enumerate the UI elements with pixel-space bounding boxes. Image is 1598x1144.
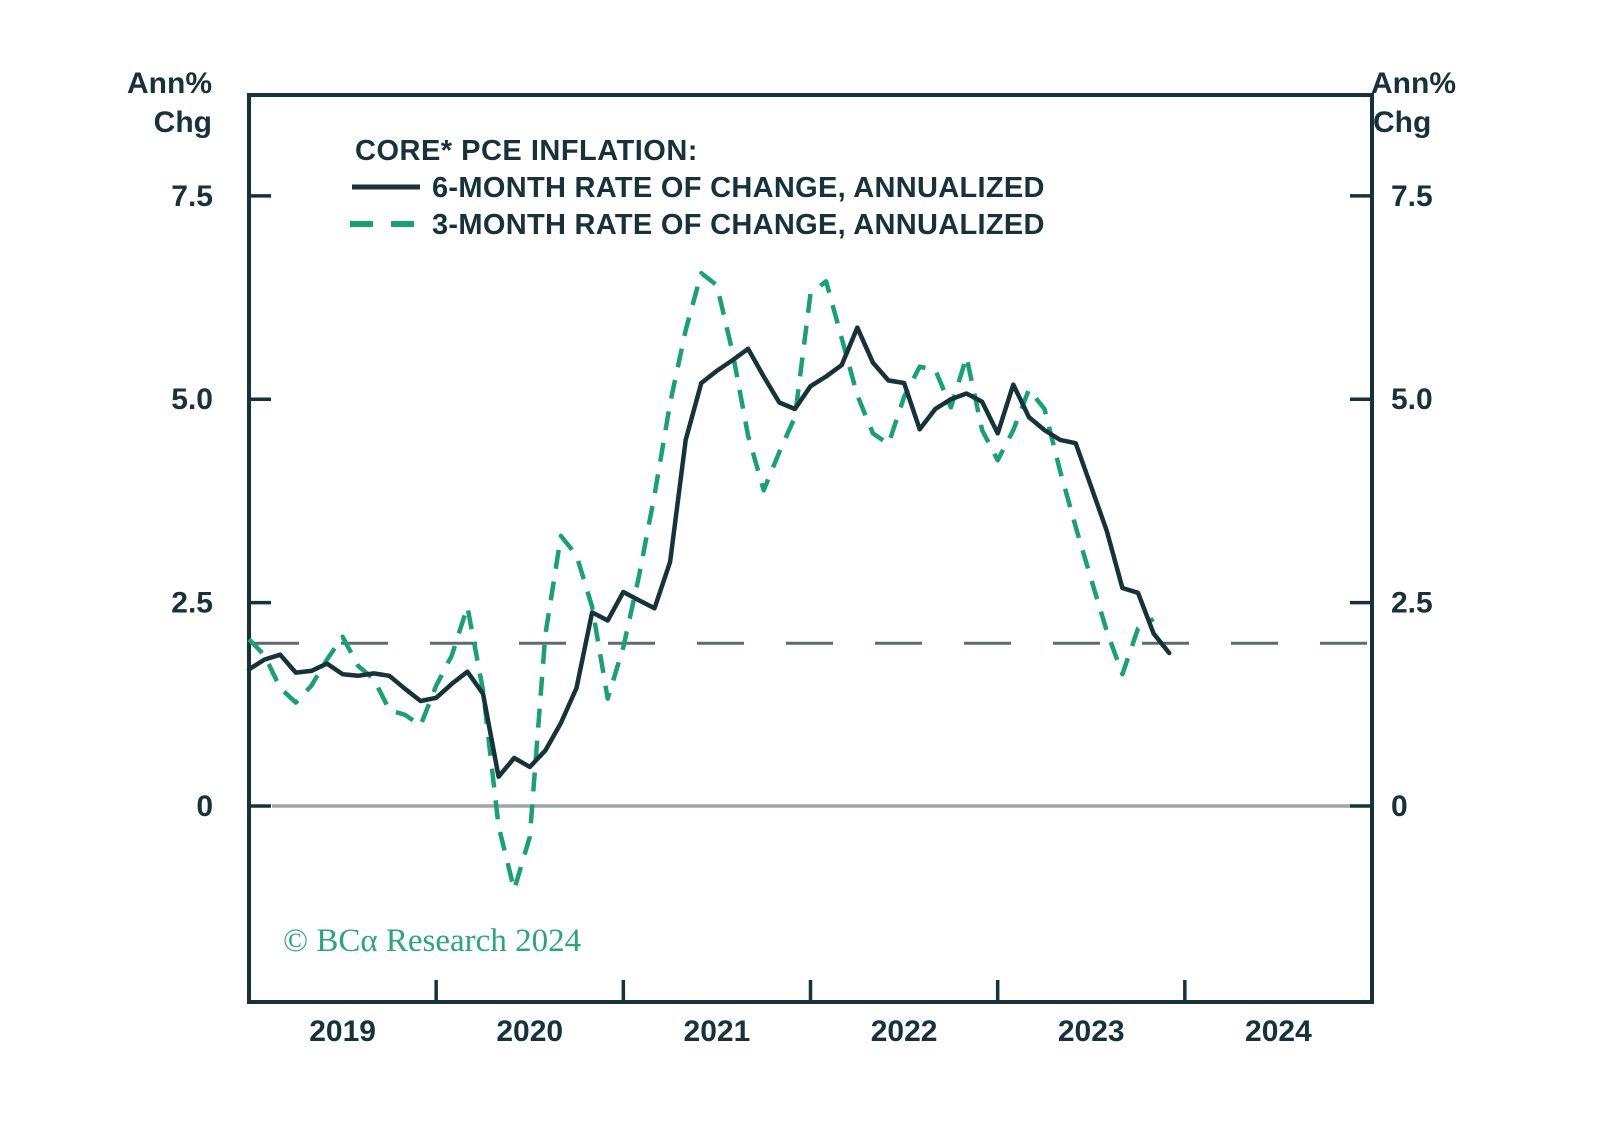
y-tick-label-left: 2.5 — [171, 587, 213, 620]
six-month-line — [246, 325, 1172, 779]
y-tick-label-right: 2.5 — [1391, 587, 1433, 620]
x-year-label: 2022 — [871, 1015, 938, 1048]
axis-labels: 7.5 7.5 5.0 5.0 2.5 2.5 0 0 2019 2020 2021 2022 2023… — [171, 180, 1432, 1048]
left-axis-unit-line1: Ann% — [127, 67, 212, 100]
x-year-label: 2020 — [496, 1015, 563, 1048]
y-tick-label-left: 0 — [196, 790, 213, 823]
copyright-text: © BCα Research 2024 — [283, 923, 581, 959]
legend: CORE* PCE INFLATION: 6-MONTH RATE OF CHA… — [350, 135, 1045, 241]
x-year-label: 2021 — [684, 1015, 751, 1048]
right-axis-unit-line2: Chg — [1373, 106, 1431, 139]
y-tick-label-right: 5.0 — [1391, 383, 1433, 416]
y-tick-label-right: 7.5 — [1391, 180, 1433, 213]
legend-label-3-month: 3-MONTH RATE OF CHANGE, ANNUALIZED — [432, 209, 1045, 241]
y-tick-label-right: 0 — [1391, 790, 1408, 823]
y-tick-label-left: 5.0 — [171, 383, 213, 416]
legend-title: CORE* PCE INFLATION: — [355, 135, 698, 167]
x-year-label: 2024 — [1245, 1015, 1312, 1048]
axis-ticks — [249, 194, 1372, 1002]
right-axis-unit-line1: Ann% — [1371, 67, 1456, 100]
three-month-line — [247, 270, 1155, 892]
legend-label-6-month: 6-MONTH RATE OF CHANGE, ANNUALIZED — [432, 172, 1045, 204]
y-tick-label-left: 7.5 — [171, 180, 213, 213]
x-year-label: 2019 — [309, 1015, 376, 1048]
x-year-label: 2023 — [1058, 1015, 1125, 1048]
left-axis-unit-line2: Chg — [154, 106, 212, 139]
